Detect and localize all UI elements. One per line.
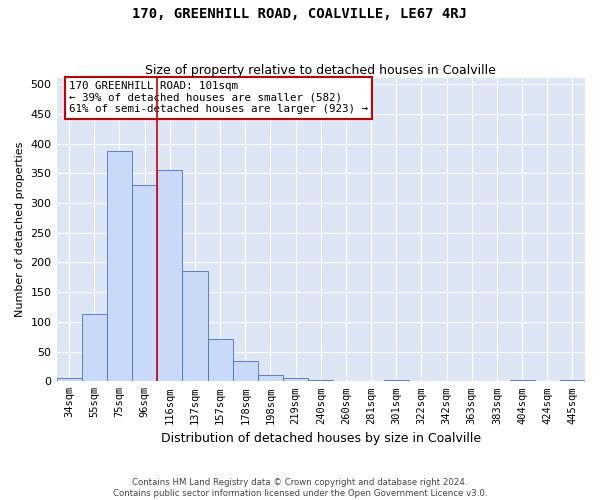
- Bar: [82, 314, 107, 382]
- X-axis label: Distribution of detached houses by size in Coalville: Distribution of detached houses by size …: [161, 432, 481, 445]
- Bar: [509, 380, 535, 382]
- Bar: [132, 185, 157, 382]
- Bar: [283, 378, 308, 382]
- Title: Size of property relative to detached houses in Coalville: Size of property relative to detached ho…: [145, 64, 496, 77]
- Bar: [56, 378, 82, 382]
- Bar: [383, 380, 409, 382]
- Text: Contains HM Land Registry data © Crown copyright and database right 2024.
Contai: Contains HM Land Registry data © Crown c…: [113, 478, 487, 498]
- Text: 170, GREENHILL ROAD, COALVILLE, LE67 4RJ: 170, GREENHILL ROAD, COALVILLE, LE67 4RJ: [133, 8, 467, 22]
- Bar: [208, 338, 233, 382]
- Text: 170 GREENHILL ROAD: 101sqm
← 39% of detached houses are smaller (582)
61% of sem: 170 GREENHILL ROAD: 101sqm ← 39% of deta…: [69, 81, 368, 114]
- Bar: [560, 380, 585, 382]
- Bar: [157, 170, 182, 382]
- Bar: [233, 360, 258, 382]
- Y-axis label: Number of detached properties: Number of detached properties: [15, 142, 25, 318]
- Bar: [107, 150, 132, 382]
- Bar: [182, 272, 208, 382]
- Bar: [258, 376, 283, 382]
- Bar: [308, 380, 334, 382]
